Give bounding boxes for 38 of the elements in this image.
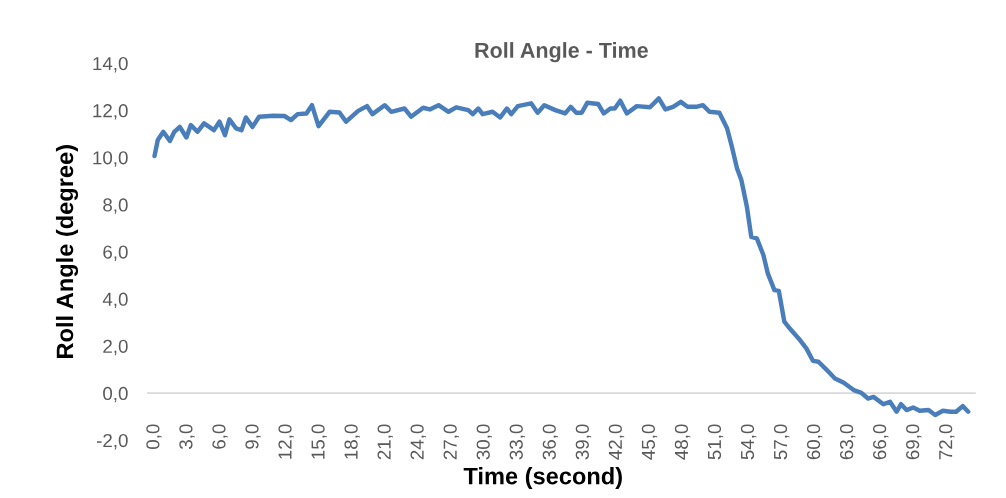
x-tick-label: 9,0 [245,424,261,449]
y-tick-label: 2,0 [103,339,128,356]
chart-title: Roll Angle - Time [475,42,648,63]
y-tick-label: 4,0 [102,292,128,309]
x-tick-label: 72,0 [939,424,955,460]
line-series [152,96,971,418]
y-tick-label: 10,0 [93,151,128,167]
y-tick-label: 8,0 [103,198,128,214]
x-tick-label: 24,0 [410,424,426,460]
y-axis-title: Roll Angle (degree) [55,145,79,358]
x-tick-label: 57,0 [773,424,790,460]
x-tick-label: 51,0 [707,424,724,460]
x-tick-label: 42,0 [608,424,625,460]
x-tick-label: 18,0 [344,424,360,459]
y-tick-label: 14,0 [93,56,128,73]
x-tick-label: 66,0 [872,424,889,460]
x-tick-label: 15,0 [311,424,327,459]
x-tick-label: 54,0 [740,424,757,460]
y-tick-label: -2,0 [96,433,128,450]
x-tick-label: 63,0 [839,424,856,460]
x-tick-label: 33,0 [509,424,526,460]
x-tick-label: 60,0 [806,424,823,460]
x-tick-label: 36,0 [542,424,559,460]
y-tick-label: 0,0 [103,386,128,403]
x-tick-label: 27,0 [443,424,460,460]
x-tick-label: 3,0 [179,424,195,450]
x-tick-label: 6,0 [212,424,228,449]
x-tick-label: 39,0 [575,424,592,460]
x-axis-title: Time (second) [463,467,622,490]
y-tick-label: 6,0 [103,245,128,261]
x-tick-label: 12,0 [278,424,294,459]
x-tick-label: 30,0 [476,424,493,460]
x-tick-label: 0,0 [146,424,162,449]
x-tick-label: 21,0 [377,424,393,460]
x-tick-label: 69,0 [906,424,922,460]
x-tick-label: 48,0 [674,424,691,460]
y-tick-label: 12,0 [93,104,128,120]
x-tick-label: 45,0 [641,424,658,460]
